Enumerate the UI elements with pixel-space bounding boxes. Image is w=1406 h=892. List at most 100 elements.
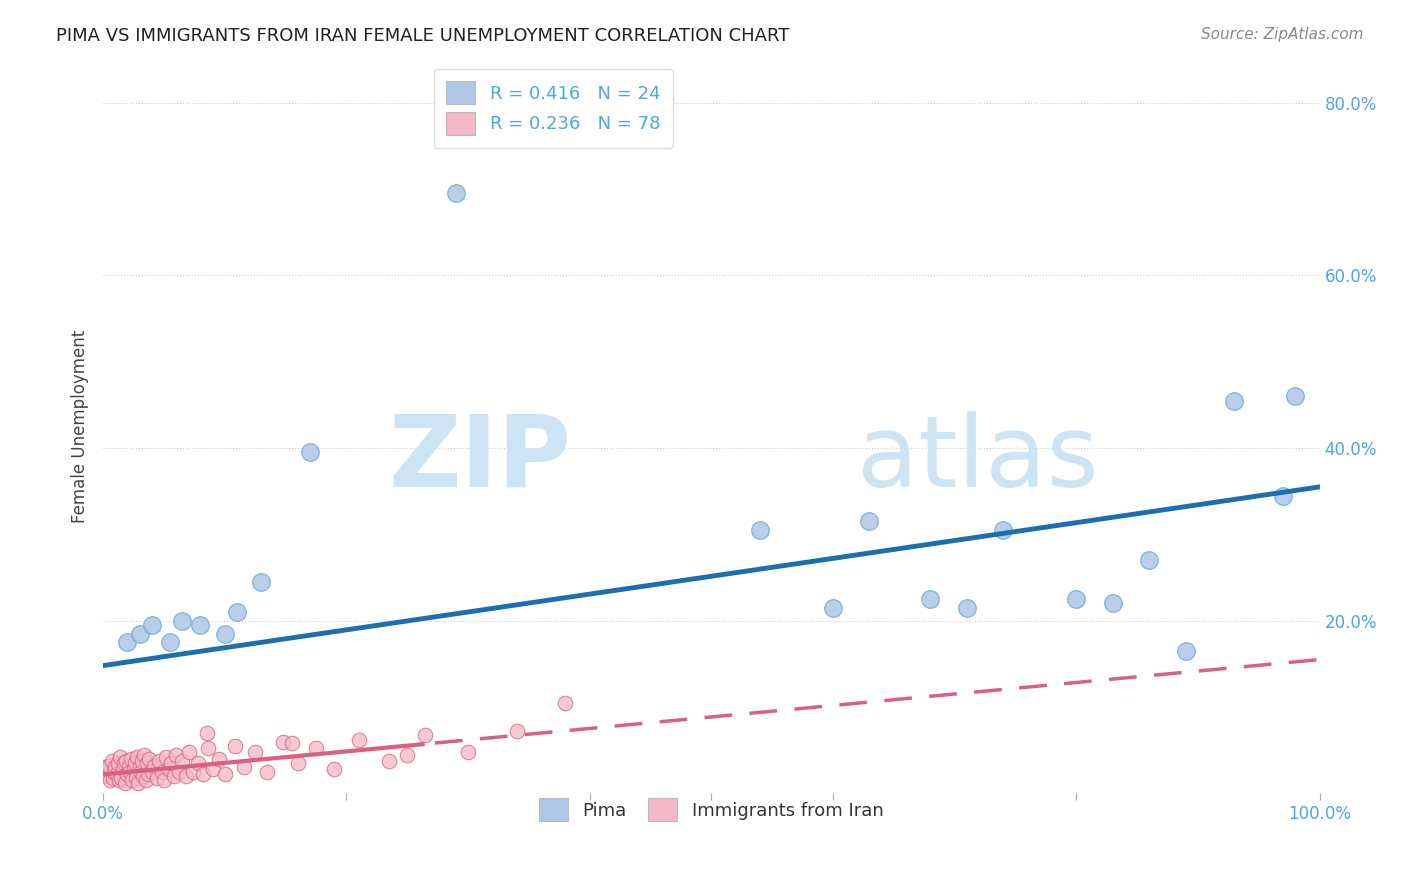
Point	[111, 762, 134, 776]
Point	[135, 756, 157, 771]
Point	[956, 600, 979, 615]
Point	[347, 732, 370, 747]
Point	[105, 767, 128, 781]
Point	[121, 773, 143, 788]
Text: ZIP: ZIP	[388, 411, 571, 508]
Point	[145, 771, 167, 785]
Point	[415, 728, 437, 742]
Point	[287, 756, 309, 771]
Point	[117, 767, 139, 781]
Point	[115, 754, 138, 768]
Point	[167, 764, 190, 779]
Y-axis label: Female Unemployment: Female Unemployment	[72, 330, 89, 523]
Text: atlas: atlas	[858, 411, 1099, 508]
Point	[120, 752, 142, 766]
Point	[172, 614, 194, 628]
Point	[224, 739, 246, 753]
Point	[858, 515, 880, 529]
Point	[104, 760, 127, 774]
Point	[124, 756, 146, 771]
Point	[163, 769, 186, 783]
Point	[179, 745, 201, 759]
Point	[195, 726, 218, 740]
Point	[128, 626, 150, 640]
Point	[138, 752, 160, 766]
Point	[1284, 389, 1306, 403]
Point	[98, 758, 121, 772]
Point	[125, 771, 148, 785]
Point	[160, 756, 183, 771]
Point	[135, 773, 157, 788]
Point	[101, 771, 124, 785]
Point	[174, 769, 197, 783]
Point	[141, 618, 163, 632]
Point	[118, 764, 141, 779]
Point	[1137, 553, 1160, 567]
Point	[250, 574, 273, 589]
Point	[378, 754, 401, 768]
Point	[131, 754, 153, 768]
Point	[271, 734, 294, 748]
Point	[305, 741, 328, 756]
Point	[191, 767, 214, 781]
Point	[153, 773, 176, 788]
Point	[256, 764, 278, 779]
Point	[108, 750, 131, 764]
Point	[127, 750, 149, 764]
Point	[1101, 596, 1123, 610]
Point	[100, 754, 122, 768]
Point	[821, 600, 844, 615]
Point	[143, 758, 166, 772]
Point	[201, 762, 224, 776]
Point	[132, 769, 155, 783]
Point	[214, 626, 236, 640]
Point	[323, 762, 346, 776]
Point	[128, 760, 150, 774]
Point	[100, 773, 122, 788]
Point	[208, 752, 231, 766]
Point	[214, 767, 236, 781]
Point	[97, 769, 120, 783]
Point	[457, 745, 479, 759]
Point	[187, 756, 209, 771]
Point	[181, 764, 204, 779]
Point	[165, 747, 187, 762]
Point	[141, 764, 163, 779]
Point	[129, 764, 152, 779]
Point	[172, 754, 194, 768]
Point	[148, 754, 170, 768]
Point	[150, 764, 173, 779]
Point	[114, 776, 136, 790]
Point	[226, 605, 249, 619]
Point	[91, 760, 114, 774]
Point	[159, 635, 181, 649]
Point	[136, 767, 159, 781]
Point	[280, 736, 302, 750]
Text: Source: ZipAtlas.com: Source: ZipAtlas.com	[1201, 27, 1364, 42]
Point	[122, 762, 145, 776]
Point	[118, 758, 141, 772]
Point	[155, 750, 177, 764]
Point	[110, 771, 132, 785]
Legend: Pima, Immigrants from Iran: Pima, Immigrants from Iran	[524, 783, 898, 836]
Point	[197, 741, 219, 756]
Point	[993, 523, 1015, 537]
Point	[117, 635, 139, 649]
Point	[506, 724, 529, 739]
Point	[1272, 489, 1295, 503]
Point	[554, 696, 576, 710]
Point	[94, 767, 117, 781]
Point	[1174, 644, 1197, 658]
Point	[1064, 592, 1087, 607]
Point	[107, 756, 129, 771]
Point	[243, 745, 266, 759]
Point	[93, 764, 115, 779]
Text: PIMA VS IMMIGRANTS FROM IRAN FEMALE UNEMPLOYMENT CORRELATION CHART: PIMA VS IMMIGRANTS FROM IRAN FEMALE UNEM…	[56, 27, 790, 45]
Point	[157, 762, 180, 776]
Point	[134, 747, 156, 762]
Point	[396, 747, 419, 762]
Point	[103, 764, 125, 779]
Point	[298, 445, 321, 459]
Point	[112, 756, 135, 771]
Point	[233, 760, 256, 774]
